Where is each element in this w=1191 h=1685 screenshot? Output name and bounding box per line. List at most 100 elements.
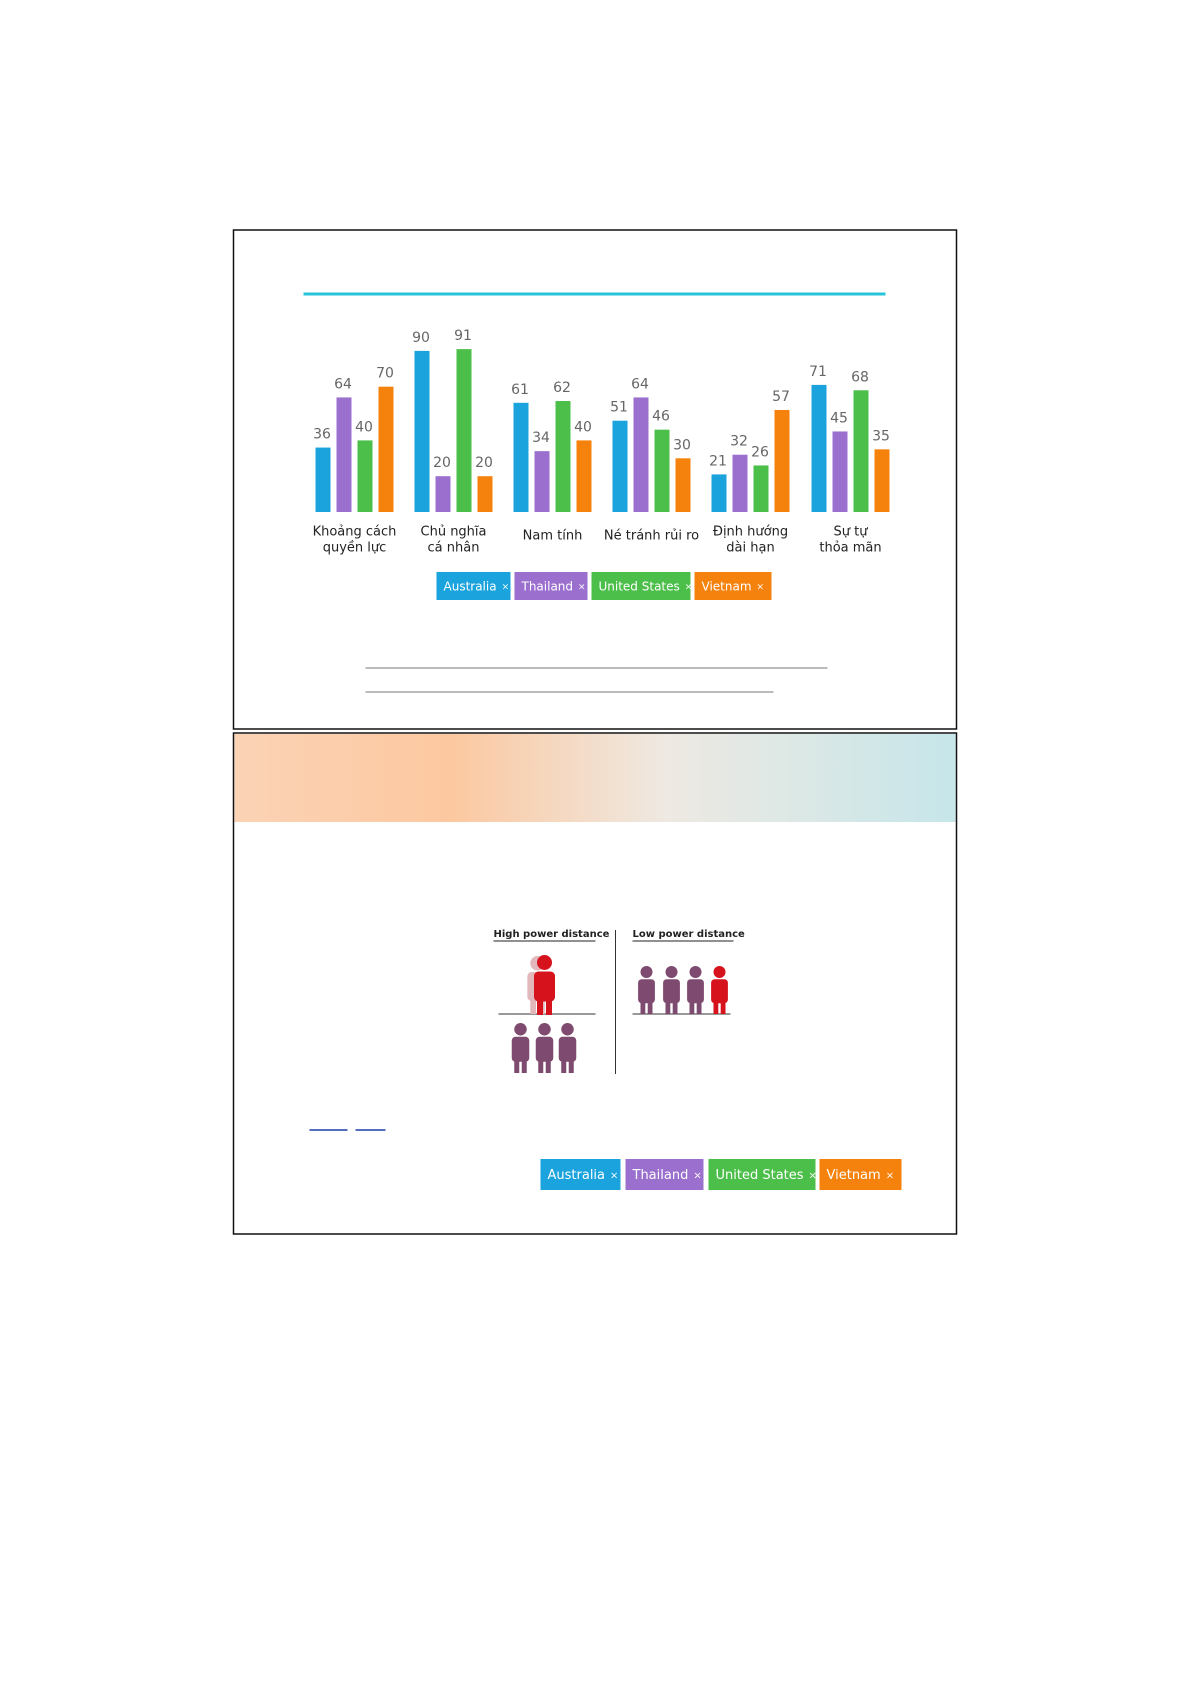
person-leg <box>640 999 646 1014</box>
bar <box>874 449 890 512</box>
x-tick-label: Né tránh rủi ro <box>604 529 699 544</box>
x-tick-label: cá nhân <box>428 541 480 556</box>
person-leg <box>568 1058 574 1073</box>
person-leg <box>720 999 726 1014</box>
data-label: 68 <box>851 369 869 385</box>
data-label: 36 <box>313 427 331 443</box>
person-leg <box>689 999 695 1014</box>
person-head <box>514 1023 527 1036</box>
bar <box>357 440 373 512</box>
bar <box>612 420 628 512</box>
bar <box>456 349 472 512</box>
x-tick-label: Chủ nghĩa <box>421 525 487 540</box>
person-body <box>687 979 704 1004</box>
data-label: 20 <box>475 455 493 471</box>
bar <box>753 465 769 512</box>
legend-chip <box>625 1159 704 1190</box>
legend-close: × <box>610 1171 618 1182</box>
data-label: 57 <box>772 389 790 405</box>
data-label: 32 <box>730 434 748 450</box>
person-head <box>713 966 726 978</box>
legend-close: × <box>809 1171 817 1182</box>
data-label: 62 <box>553 380 571 396</box>
slide-header <box>234 734 956 822</box>
legend-label: Vietnam <box>702 580 752 594</box>
person-head <box>665 966 678 978</box>
person-leg <box>538 1058 544 1073</box>
legend-chip <box>436 572 511 600</box>
data-label: 30 <box>673 437 691 453</box>
legend-close: × <box>578 583 586 593</box>
bar <box>811 384 827 512</box>
bar <box>513 402 529 512</box>
bar <box>534 451 550 512</box>
data-label: 71 <box>809 364 827 380</box>
person-head <box>538 1023 551 1036</box>
bar <box>654 429 670 512</box>
person-body <box>663 979 680 1004</box>
bar <box>675 458 691 512</box>
data-label: 26 <box>751 444 769 460</box>
person-leg <box>561 1058 567 1073</box>
person-leg <box>546 997 552 1015</box>
person-body <box>511 1036 530 1062</box>
data-label: 70 <box>376 366 394 382</box>
data-label: 40 <box>574 419 592 435</box>
legend-close: × <box>886 1171 894 1182</box>
bar <box>336 397 352 512</box>
legend-close: × <box>502 583 510 593</box>
x-tick-label: quyền lực <box>323 541 387 556</box>
person-leg <box>514 1058 520 1073</box>
data-label: 64 <box>334 376 352 392</box>
legend-close: × <box>685 583 693 593</box>
person-leg <box>696 999 702 1014</box>
person-leg <box>665 999 671 1014</box>
person-leg <box>530 996 537 1014</box>
data-label: 61 <box>511 382 529 398</box>
legend-chip <box>694 572 772 600</box>
bar <box>732 454 748 512</box>
legend-chip <box>819 1159 902 1190</box>
bar <box>378 386 394 512</box>
person-leg <box>521 1058 527 1073</box>
bar <box>711 474 727 512</box>
bar <box>414 350 430 512</box>
bar <box>832 431 848 512</box>
x-tick-label: Nam tính <box>523 529 583 544</box>
legend-label: United States <box>716 1168 804 1183</box>
legend-label: Thailand <box>521 580 574 594</box>
x-tick-label: thỏa mãn <box>819 541 881 556</box>
person-head <box>640 966 653 978</box>
people-icons <box>511 955 728 1073</box>
diagram-label: High power distance <box>494 929 610 940</box>
data-label: 35 <box>872 428 890 444</box>
legend-close: × <box>757 583 765 593</box>
legend-chip <box>540 1159 621 1190</box>
x-tick-label: Sự tự <box>834 525 869 540</box>
person-body <box>558 1036 577 1062</box>
person-leg <box>545 1058 551 1073</box>
legend-chip <box>591 572 691 600</box>
legend-chip <box>514 572 588 600</box>
person-head <box>537 955 552 970</box>
bar <box>576 440 592 512</box>
diagram-label: Low power distance <box>633 929 746 940</box>
x-tick-label: dài hạn <box>726 541 774 556</box>
data-label: 51 <box>610 400 628 416</box>
x-tick-label: Định hướng <box>713 525 788 540</box>
x-tick-label: Khoảng cách <box>313 525 397 540</box>
data-label: 90 <box>412 330 430 346</box>
bar <box>774 409 790 512</box>
person-body <box>534 971 555 1002</box>
person-leg <box>537 997 543 1015</box>
bar <box>477 476 493 512</box>
legend-label: United States <box>599 580 680 594</box>
legend-chip <box>708 1159 816 1190</box>
data-label: 91 <box>454 328 472 344</box>
person-body <box>535 1036 554 1062</box>
data-label: 45 <box>830 410 848 426</box>
person-head <box>689 966 702 978</box>
legend-label: Vietnam <box>827 1168 881 1183</box>
data-label: 20 <box>433 455 451 471</box>
person-head <box>561 1023 574 1036</box>
